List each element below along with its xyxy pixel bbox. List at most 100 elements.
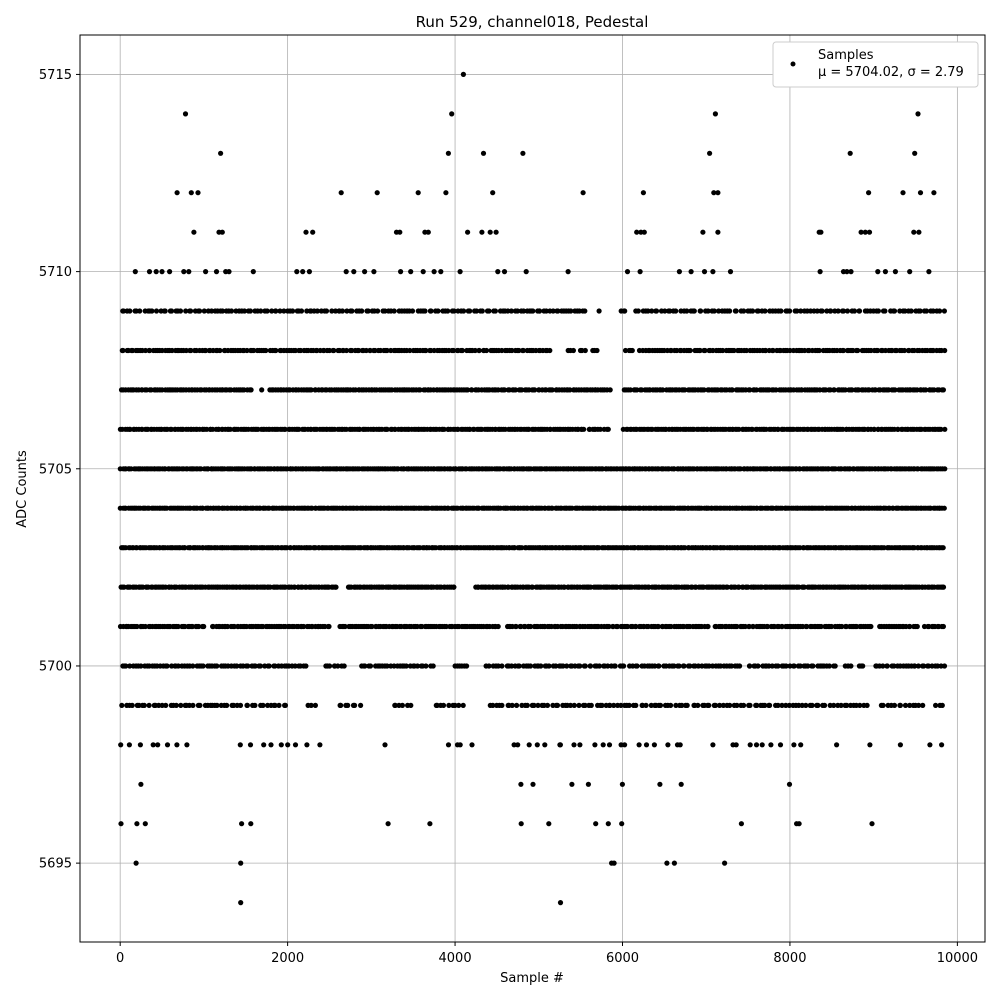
data-point (671, 860, 678, 866)
data-point (201, 623, 207, 630)
data-point (783, 663, 789, 669)
data-point (592, 742, 598, 748)
data-point (866, 229, 873, 235)
data-point (134, 623, 140, 630)
data-point (817, 269, 823, 275)
data-point (765, 623, 771, 630)
data-point (880, 702, 886, 709)
data-point (273, 347, 279, 354)
data-point (747, 742, 753, 748)
data-point (438, 269, 444, 275)
data-point (762, 702, 768, 709)
data-point (175, 663, 181, 669)
data-point (351, 269, 357, 275)
data-point (119, 702, 125, 709)
data-point (655, 623, 662, 630)
data-point (415, 190, 421, 196)
data-point (741, 308, 747, 314)
data-point (317, 742, 323, 748)
data-point (727, 702, 733, 709)
data-point (762, 308, 768, 314)
data-point (546, 821, 552, 827)
data-point (614, 623, 621, 630)
data-point (897, 742, 904, 748)
data-point (384, 347, 390, 354)
data-point (344, 308, 350, 314)
data-point (749, 426, 756, 432)
data-point (569, 781, 575, 787)
data-point (901, 347, 908, 354)
data-point (518, 781, 524, 787)
x-tick-label: 6000 (606, 951, 639, 966)
data-point (840, 308, 847, 314)
y-tick-label: 5710 (39, 265, 72, 280)
data-point (902, 702, 909, 709)
data-point (640, 190, 647, 196)
data-point (930, 308, 936, 314)
legend-label: Samples (818, 48, 874, 63)
chart-title: Run 529, channel018, Pedestal (416, 13, 649, 31)
data-point (532, 387, 538, 393)
data-point (371, 269, 377, 275)
data-point (810, 663, 816, 669)
data-point (585, 781, 592, 787)
data-point (542, 742, 548, 748)
data-point (636, 742, 642, 748)
data-point (716, 308, 722, 314)
data-point (219, 229, 225, 235)
data-point (479, 229, 485, 235)
data-point (445, 308, 451, 314)
data-point (391, 308, 397, 314)
data-point (582, 347, 588, 354)
data-point (871, 426, 877, 432)
data-point (237, 742, 243, 748)
data-point (940, 623, 947, 630)
data-point (622, 347, 629, 354)
data-point (486, 663, 492, 669)
data-point (687, 663, 693, 669)
data-point (359, 308, 365, 314)
data-point (649, 308, 655, 314)
data-point (697, 347, 703, 354)
data-point (209, 308, 215, 314)
data-point (596, 663, 603, 669)
data-point (678, 781, 684, 787)
data-point (826, 663, 833, 669)
data-point (684, 702, 690, 709)
data-point (524, 702, 530, 709)
data-point (167, 269, 173, 275)
data-point (907, 623, 913, 630)
data-point (914, 623, 920, 630)
data-point (571, 702, 577, 709)
data-point (547, 347, 553, 354)
data-point (446, 702, 452, 709)
data-point (343, 347, 350, 354)
data-point (282, 702, 288, 709)
data-point (691, 308, 697, 314)
data-point (138, 663, 144, 669)
data-point (851, 308, 858, 314)
data-point (276, 702, 282, 709)
data-point (423, 663, 429, 669)
data-point (414, 663, 421, 669)
data-point (866, 190, 872, 196)
data-point (384, 426, 390, 432)
data-point (450, 347, 457, 354)
data-point (939, 742, 945, 748)
data-point (734, 702, 740, 709)
data-point (138, 781, 144, 787)
data-point (926, 269, 932, 275)
data-point (664, 860, 670, 866)
y-tick-label: 5715 (39, 68, 72, 83)
data-point (828, 308, 834, 314)
data-point (520, 150, 526, 156)
data-point (178, 702, 184, 709)
data-point (580, 190, 586, 196)
data-point (118, 821, 124, 827)
data-point (701, 387, 707, 393)
data-point (612, 663, 618, 669)
data-point (492, 308, 498, 314)
data-point (544, 702, 551, 709)
data-point (291, 584, 298, 590)
data-point (599, 702, 605, 709)
